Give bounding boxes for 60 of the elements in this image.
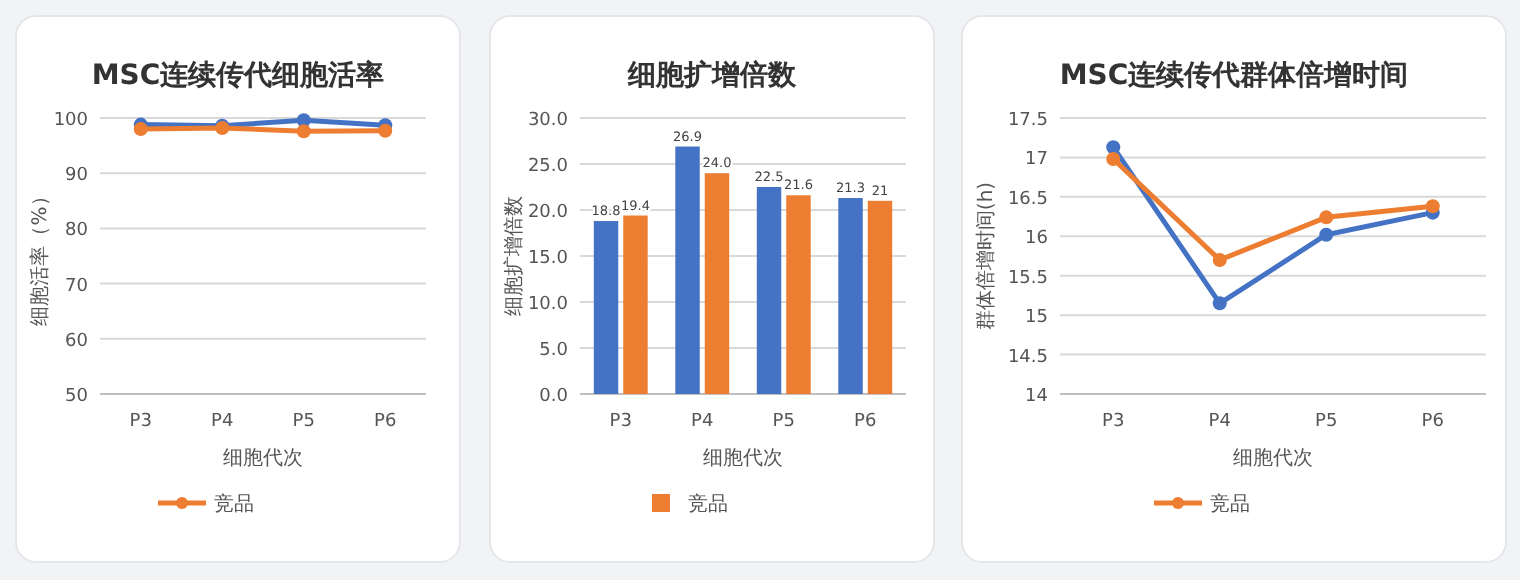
bar	[704, 173, 730, 394]
x-tick-label: P6	[1421, 412, 1445, 432]
y-tick-label: 100	[53, 111, 89, 131]
y-tick-label: 60	[65, 331, 89, 352]
x-tick-label: P5	[292, 412, 315, 432]
y-axis-title: 细胞活率（%）	[28, 186, 52, 326]
x-tick-label: P6	[374, 412, 397, 432]
legend-label: 竞品	[688, 492, 728, 516]
y-tick-label: 90	[65, 166, 89, 187]
bar	[593, 221, 619, 394]
x-tick-label: P4	[691, 412, 714, 432]
y-tick-label: 5.0	[539, 341, 569, 361]
bar	[623, 215, 648, 394]
y-tick-label: 70	[65, 276, 89, 297]
point	[1106, 152, 1121, 167]
y-tick-label: 15	[1025, 308, 1048, 329]
x-axis-title: 细胞代次	[703, 446, 783, 470]
bar	[756, 187, 782, 394]
x-axis-title: 细胞代次	[223, 446, 303, 470]
legend-label: 竞品	[1210, 492, 1250, 516]
legend-label: 竞品	[214, 492, 254, 516]
bar	[675, 146, 700, 394]
chart-title: 细胞扩增倍数	[626, 58, 798, 92]
y-tick-label: 15.0	[527, 249, 569, 269]
chart-title: MSC连续传代群体倍增时间	[1059, 58, 1409, 92]
y-tick-label: 16	[1025, 229, 1049, 250]
x-tick-label: P5	[1315, 412, 1338, 432]
x-tick-label: P6	[854, 412, 877, 432]
y-tick-label: 80	[65, 221, 89, 242]
y-tick-label: 50	[65, 387, 89, 407]
x-tick-label: P3	[609, 412, 632, 432]
point	[1212, 296, 1227, 311]
y-tick-label: 30.0	[527, 111, 569, 131]
x-tick-label: P3	[1102, 412, 1125, 432]
point	[1106, 140, 1121, 155]
x-tick-label: P5	[772, 412, 795, 432]
y-axis-title: 群体倍增时间(h)	[974, 181, 998, 331]
point	[1425, 199, 1440, 214]
y-axis-title: 细胞扩增倍数	[502, 196, 526, 316]
y-tick-label: 16.5	[1007, 189, 1048, 210]
point	[1319, 210, 1334, 225]
point	[1319, 227, 1334, 242]
x-tick-label: P3	[129, 412, 152, 432]
x-axis-title: 细胞代次	[1233, 446, 1313, 470]
y-tick-label: 14	[1025, 387, 1049, 407]
x-tick-label: P4	[211, 412, 234, 432]
y-tick-label: 10.0	[527, 295, 569, 315]
y-tick-label: 25.0	[527, 157, 569, 177]
bar	[838, 198, 863, 394]
y-tick-label: 17.5	[1007, 111, 1048, 131]
chart-title: MSC连续传代细胞活率	[91, 58, 385, 92]
y-tick-label: 0.0	[539, 387, 569, 407]
x-tick-label: P4	[1208, 412, 1232, 432]
bar	[786, 195, 811, 394]
bar	[867, 200, 893, 394]
y-tick-label: 15.5	[1007, 268, 1048, 289]
y-tick-label: 14.5	[1007, 347, 1048, 368]
y-tick-label: 20.0	[527, 203, 569, 223]
y-tick-label: 17	[1025, 150, 1048, 171]
point	[1212, 252, 1227, 267]
